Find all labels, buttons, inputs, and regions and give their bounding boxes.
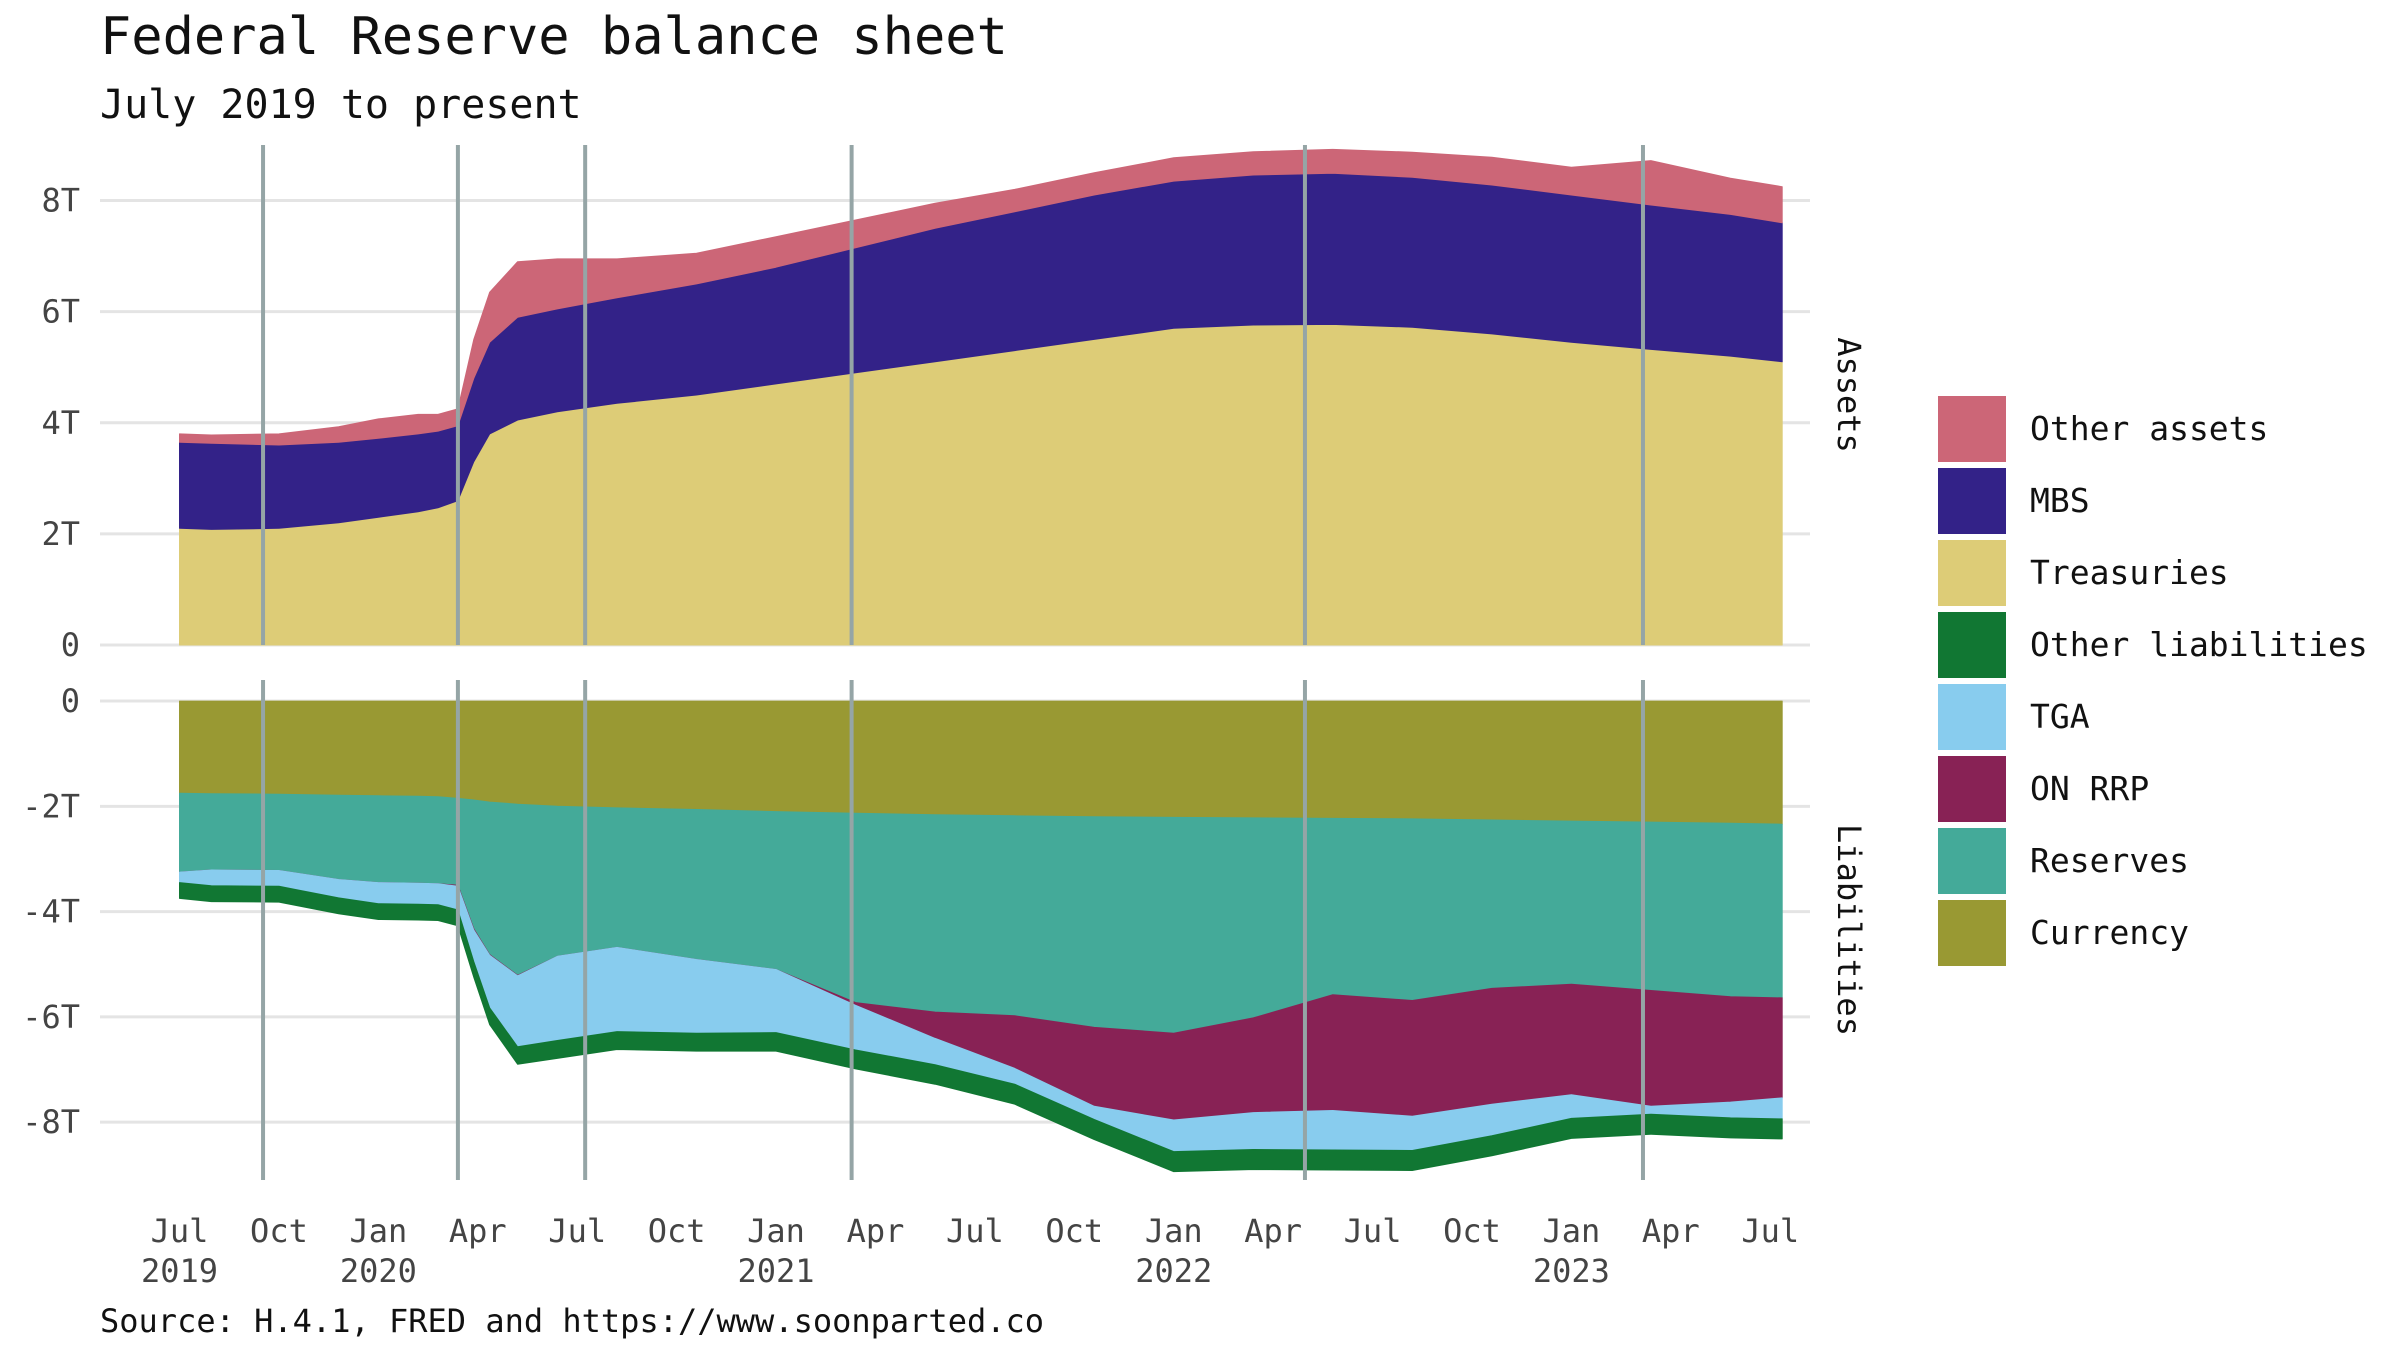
y-tick-label: 0 xyxy=(61,682,80,720)
legend-key xyxy=(1938,468,2006,534)
x-tick-month: Oct xyxy=(250,1212,308,1250)
y-tick-label: -8T xyxy=(22,1103,80,1141)
x-tick-month: Apr xyxy=(847,1212,905,1250)
x-tick-year: 2021 xyxy=(738,1252,815,1290)
x-tick-month: Jan xyxy=(747,1212,805,1250)
x-tick-month: Jul xyxy=(1344,1212,1402,1250)
legend-key xyxy=(1938,756,2006,822)
panels: 0 2T 4T 6T 8T Assets 0 -2T -4T -6T -8T Liabilities xyxy=(22,145,1868,1180)
legend-key xyxy=(1938,540,2006,606)
panel-liabilities: 0 -2T -4T -6T -8T Liabilities xyxy=(22,680,1868,1180)
area-other-liabilities xyxy=(179,882,1783,1173)
legend-key xyxy=(1938,900,2006,966)
legend-label: Currency xyxy=(2030,913,2189,952)
x-tick-month: Apr xyxy=(1642,1212,1700,1250)
legend-label: Reserves xyxy=(2030,841,2189,880)
y-tick-label: 4T xyxy=(41,404,80,442)
x-tick-year: 2019 xyxy=(141,1252,218,1290)
legend-label: MBS xyxy=(2030,481,2090,520)
x-tick-month: Jan xyxy=(1145,1212,1203,1250)
x-tick-month: Apr xyxy=(449,1212,507,1250)
legend-key xyxy=(1938,396,2006,462)
legend-label: Other assets xyxy=(2030,409,2268,448)
x-tick-month: Oct xyxy=(1443,1212,1501,1250)
chart-subtitle: July 2019 to present xyxy=(100,82,582,128)
x-tick-month: Oct xyxy=(648,1212,706,1250)
chart-title: Federal Reserve balance sheet xyxy=(100,7,1008,67)
legend: Other assets MBS Treasuries Other liabiliti… xyxy=(1938,396,2368,966)
panel-assets: 0 2T 4T 6T 8T Assets xyxy=(41,145,1868,664)
x-tick-month: Jan xyxy=(349,1212,407,1250)
y-tick-label: 2T xyxy=(41,515,80,553)
x-tick-year: 2020 xyxy=(340,1252,417,1290)
y-tick-label: 6T xyxy=(41,293,80,331)
x-tick-month: Oct xyxy=(1045,1212,1103,1250)
legend-label: Other liabilities xyxy=(2030,625,2368,664)
panel-strip-label: Assets xyxy=(1830,337,1868,453)
y-tick-label: -2T xyxy=(22,787,80,825)
y-tick-label: -6T xyxy=(22,998,80,1036)
x-tick-month: Jan xyxy=(1542,1212,1600,1250)
legend-label: Treasuries xyxy=(2030,553,2229,592)
x-tick-month: Jul xyxy=(151,1212,209,1250)
legend-label: TGA xyxy=(2030,697,2090,736)
x-tick-month: Jul xyxy=(946,1212,1004,1250)
x-tick-month: Jul xyxy=(1741,1212,1799,1250)
x-tick-year: 2023 xyxy=(1533,1252,1610,1290)
chart-caption: Source: H.4.1, FRED and https://www.soon… xyxy=(100,1302,1044,1340)
legend-key xyxy=(1938,684,2006,750)
legend-key xyxy=(1938,828,2006,894)
panel-strip-label: Liabilities xyxy=(1830,824,1868,1036)
legend-label: ON RRP xyxy=(2030,769,2149,808)
area-other-assets xyxy=(179,148,1783,446)
x-tick-month: Apr xyxy=(1244,1212,1302,1250)
legend-key xyxy=(1938,612,2006,678)
x-tick-year: 2022 xyxy=(1135,1252,1212,1290)
x-tick-month: Jul xyxy=(548,1212,606,1250)
y-tick-label: 0 xyxy=(61,626,80,664)
y-tick-label: 8T xyxy=(41,182,80,220)
y-tick-label: -4T xyxy=(22,893,80,931)
